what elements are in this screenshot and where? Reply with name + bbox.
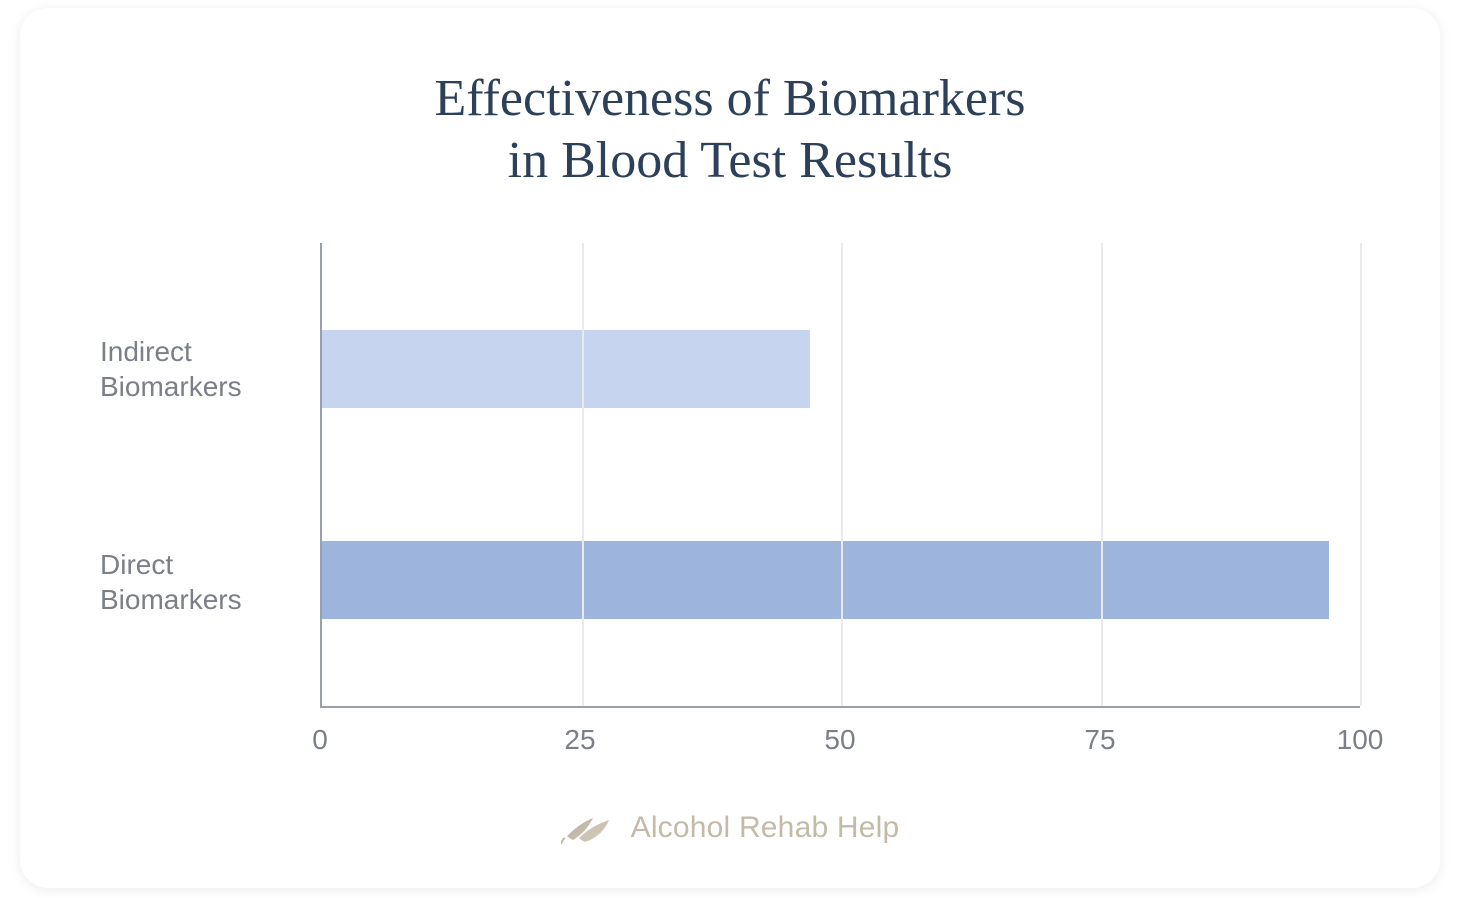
leaf-icon bbox=[561, 808, 617, 848]
chart-title: Effectiveness of Biomarkers in Blood Tes… bbox=[100, 68, 1360, 193]
bar-indirect bbox=[322, 330, 810, 408]
x-axis-spacer bbox=[100, 708, 320, 768]
plot-region bbox=[320, 243, 1360, 708]
title-line-2: in Blood Test Results bbox=[508, 132, 953, 189]
chart-area: Indirect Biomarkers Direct Biomarkers 0 2… bbox=[100, 243, 1360, 768]
gridline bbox=[841, 243, 843, 706]
chart-card: Effectiveness of Biomarkers in Blood Tes… bbox=[20, 8, 1440, 888]
x-tick-label: 25 bbox=[564, 724, 595, 756]
x-tick-label: 0 bbox=[312, 724, 328, 756]
x-tick-label: 100 bbox=[1337, 724, 1384, 756]
title-line-1: Effectiveness of Biomarkers bbox=[434, 70, 1025, 127]
footer-logo: Alcohol Rehab Help bbox=[100, 808, 1360, 848]
x-axis-row: 0255075100 bbox=[100, 708, 1360, 768]
y-axis-labels: Indirect Biomarkers Direct Biomarkers bbox=[100, 243, 320, 708]
x-axis-ticks: 0255075100 bbox=[320, 708, 1360, 768]
x-tick-label: 50 bbox=[824, 724, 855, 756]
gridline bbox=[1360, 243, 1362, 706]
x-tick-label: 75 bbox=[1084, 724, 1115, 756]
y-label-direct: Direct Biomarkers bbox=[100, 547, 300, 617]
plot-row: Indirect Biomarkers Direct Biomarkers bbox=[100, 243, 1360, 708]
gridline bbox=[582, 243, 584, 706]
y-label-indirect: Indirect Biomarkers bbox=[100, 334, 300, 404]
bar-direct bbox=[322, 541, 1329, 619]
gridline bbox=[1101, 243, 1103, 706]
footer-brand-text: Alcohol Rehab Help bbox=[631, 811, 900, 845]
